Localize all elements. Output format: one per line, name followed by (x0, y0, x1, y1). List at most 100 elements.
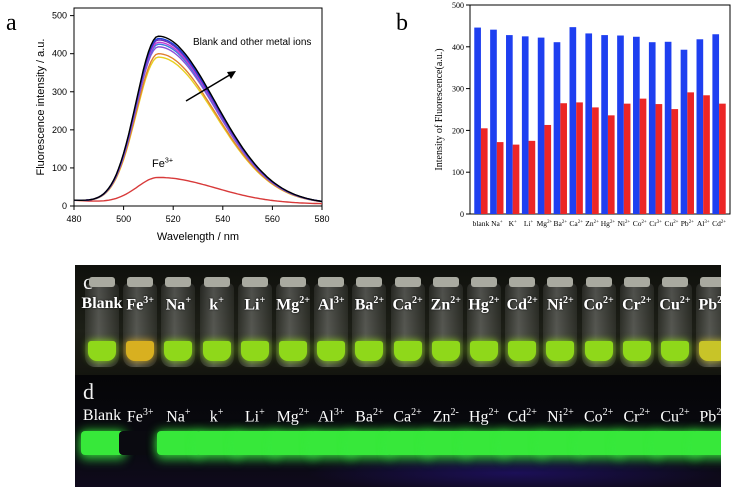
vial-cap (471, 277, 497, 287)
y-tick-label-a: 100 (52, 163, 67, 173)
vial-label: Mg2+ (276, 407, 310, 426)
vial-glow (577, 431, 622, 455)
y-tick-label-a: 200 (52, 125, 67, 135)
bar-after-ni (623, 103, 631, 214)
vial-cap (547, 277, 574, 287)
vial-solution (622, 341, 651, 361)
annotation-fe3: Fe3+ (152, 157, 173, 170)
vial-glow (539, 431, 584, 455)
x-tick-label-b: Ba2+ (554, 219, 568, 228)
series-line-mg2 (74, 41, 323, 203)
vial-cap (280, 277, 306, 287)
uv-lamp-reflection (305, 453, 721, 487)
vial-glow (692, 431, 721, 455)
y-tick-label-b: 0 (460, 210, 464, 219)
vial-label: Pb2+ (699, 407, 721, 426)
vial-label: Li+ (244, 295, 266, 314)
vial-label: k+ (209, 295, 224, 314)
x-tick-label-b: blank (473, 219, 490, 228)
bar-before-hg (601, 35, 608, 214)
bar-after-zn (592, 107, 599, 214)
x-axis-label-a: Wavelength / nm (157, 231, 239, 243)
bar-before-na (490, 29, 497, 214)
x-tick-label-b: Co2+ (633, 219, 647, 228)
vial (505, 277, 540, 367)
x-tick-label-a: 560 (265, 214, 280, 224)
plot-frame-b (469, 4, 731, 215)
vial (390, 277, 425, 367)
panel-label-d: d (83, 379, 94, 404)
series-line-na (74, 39, 323, 203)
vial (619, 277, 654, 367)
x-tick-label-b: Ca2+ (569, 219, 583, 228)
vial-label: Cr2+ (622, 295, 652, 314)
vial-glow (272, 431, 316, 455)
vial-label: Blank (81, 295, 123, 312)
x-tick-label-b: Zn2+ (585, 219, 599, 228)
vial-label: Na+ (166, 407, 191, 426)
vial-cap (356, 277, 383, 287)
vial-glow (386, 431, 431, 455)
vial-solution (431, 341, 460, 361)
series-line-zn2 (73, 46, 323, 203)
vial-solution (164, 341, 193, 361)
bar-after-hg (607, 115, 615, 214)
x-tick-label-b: Hg2+ (601, 219, 616, 228)
bar-before-mg (537, 37, 545, 214)
bar-before-co (633, 36, 640, 214)
y-tick-label-b: 200 (452, 126, 464, 135)
vial-label: Cu2+ (660, 407, 690, 426)
panel-label-c: c (83, 269, 93, 294)
x-tick-label-b: K+ (509, 219, 517, 228)
vial-glow (195, 431, 240, 455)
vial-solution (508, 341, 537, 361)
vial (237, 277, 272, 367)
vial-label: Fe3+ (126, 407, 154, 426)
vial (276, 277, 310, 367)
vial-cap (509, 277, 536, 287)
x-tick-label-b: Cd2+ (712, 219, 726, 228)
bar-before-ba (553, 42, 561, 215)
vial-glow (615, 431, 660, 455)
photo-daylight-vials: c Blank Fe3+ Na+ k+ Li+ Mg2+ Al3+ Ba2+ Ca2+ Zn2+ H… (75, 265, 721, 375)
y-tick-label-a: 400 (52, 49, 67, 59)
vial-label: k+ (209, 407, 224, 426)
vial-label: Na+ (165, 295, 192, 314)
series-line-fe3 (73, 176, 323, 205)
bar-after-pb (687, 92, 694, 214)
vial (123, 277, 158, 367)
vial-glow (157, 431, 202, 455)
x-tick-label-b: Cr3+ (649, 219, 662, 228)
bar-after-na (496, 142, 504, 214)
bar-after-k (512, 144, 520, 214)
vial-cap (89, 277, 115, 287)
vial-label: Ca2+ (392, 295, 423, 314)
vial-glow (654, 431, 698, 455)
vial-solution (126, 341, 155, 361)
vial-label: Zn2+ (430, 295, 461, 314)
bar-after-cu (671, 109, 679, 214)
bar-after-cd (719, 103, 726, 214)
vial-solution (240, 341, 269, 361)
x-tick-label-a: 520 (166, 214, 181, 224)
vial-solution (279, 341, 307, 361)
y-tick-label-b: 500 (452, 1, 464, 10)
vial (352, 277, 387, 367)
vial-solution (661, 341, 689, 361)
vial (161, 277, 196, 367)
vial-cap (203, 277, 230, 287)
panel-label-a: a (6, 10, 17, 36)
x-tick-label-a: 480 (66, 214, 81, 224)
bar-after-ca (576, 102, 583, 214)
vial-solution (584, 341, 613, 361)
vial (581, 277, 616, 367)
bar-before-k (506, 35, 513, 214)
vial-label: Co2+ (583, 295, 614, 314)
bar-after-ba (560, 103, 567, 214)
y-tick-label-a: 0 (62, 201, 67, 211)
y-tick-label-b: 400 (452, 43, 464, 52)
y-tick-label-a: 300 (52, 87, 67, 97)
x-tick-label-a: 500 (116, 214, 131, 224)
vial-label: Mg2+ (276, 295, 310, 314)
vial-cap (700, 277, 721, 287)
